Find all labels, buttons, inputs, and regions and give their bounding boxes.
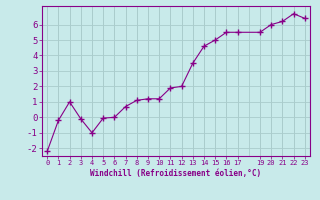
X-axis label: Windchill (Refroidissement éolien,°C): Windchill (Refroidissement éolien,°C) [91, 169, 261, 178]
